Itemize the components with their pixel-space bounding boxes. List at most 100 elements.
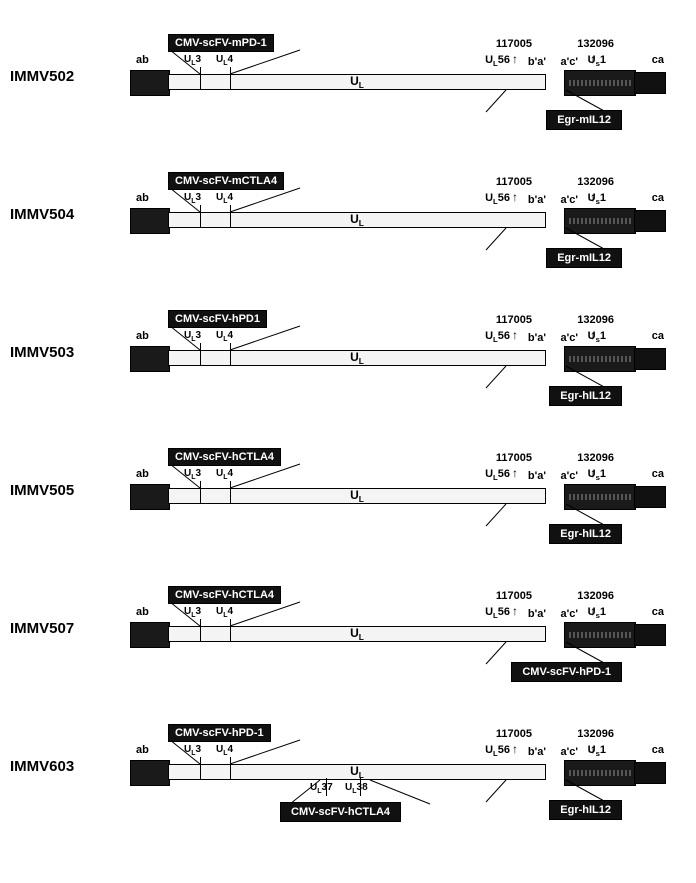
ul-region: UL xyxy=(168,626,546,642)
acprime-label: a'c' xyxy=(561,746,578,758)
genome-track: abULUL3UL4CMV-scFV-mPD-1UL56117005↑b'a'a… xyxy=(130,70,666,94)
ab-region xyxy=(130,484,170,510)
arrow-icon: ↑ xyxy=(512,52,518,66)
ul-label: UL xyxy=(350,764,364,780)
ca-label: ca xyxy=(652,330,664,342)
coord-132096: 132096 xyxy=(577,176,614,188)
ca-region xyxy=(634,624,666,646)
top-insertion-wedge xyxy=(170,326,300,350)
ul-label: UL xyxy=(350,212,364,228)
arrow-icon: ↑ xyxy=(512,328,518,342)
ul-label: UL xyxy=(350,488,364,504)
coord-117005: 117005 xyxy=(496,452,532,464)
ul56-label: UL56 xyxy=(485,192,510,206)
bprime-label: b'a' xyxy=(528,332,546,344)
arrow-icon: ↑ xyxy=(512,466,518,480)
genome-track: abULUL3UL4CMV-scFV-mCTLA4UL56117005↑b'a'… xyxy=(130,208,666,232)
ab-region xyxy=(130,208,170,234)
coord-132096: 132096 xyxy=(577,314,614,326)
repeat-gap xyxy=(546,626,566,642)
ca-region xyxy=(634,210,666,232)
bottom-cassette: Egr-mIL12 xyxy=(546,110,622,130)
ul56-label: UL56 xyxy=(485,330,510,344)
ca-region xyxy=(634,762,666,784)
arrow-icon: ↑ xyxy=(512,604,518,618)
second-insertion-wedge xyxy=(290,780,430,804)
top-insertion-wedge xyxy=(170,188,300,212)
top-cassette: CMV-scFV-hCTLA4 xyxy=(168,448,281,466)
ab-region xyxy=(130,70,170,96)
ca-label: ca xyxy=(652,192,664,204)
top-cassette: CMV-scFV-mCTLA4 xyxy=(168,172,284,190)
bottom-insertion-wedge xyxy=(486,642,606,664)
bottom-insertion-wedge xyxy=(486,780,606,802)
construct-name: IMMV504 xyxy=(10,206,74,223)
bottom-cassette: Egr-hIL12 xyxy=(549,524,622,544)
bprime-label: b'a' xyxy=(528,608,546,620)
coord-117005: 117005 xyxy=(496,728,532,740)
construct-name: IMMV505 xyxy=(10,482,74,499)
construct-immv502: IMMV502 abULUL3UL4CMV-scFV-mPD-1UL5611700… xyxy=(10,20,686,140)
top-insertion-wedge xyxy=(170,602,300,626)
repeat-gap xyxy=(546,488,566,504)
ab-label: ab xyxy=(136,744,149,756)
construct-name: IMMV503 xyxy=(10,344,74,361)
top-insertion-wedge xyxy=(170,740,300,764)
bottom-cassette: CMV-scFV-hPD-1 xyxy=(511,662,622,682)
ca-label: ca xyxy=(652,744,664,756)
ab-region xyxy=(130,622,170,648)
top-insertion-wedge xyxy=(170,50,300,74)
genome-track: abULUL3UL4CMV-scFV-hCTLA4UL56117005↑b'a'… xyxy=(130,622,666,646)
construct-name: IMMV502 xyxy=(10,68,74,85)
arrow-icon: ↑ xyxy=(590,742,596,756)
ul-region: UL xyxy=(168,488,546,504)
ul-region: UL xyxy=(168,212,546,228)
bottom-cassette: Egr-hIL12 xyxy=(549,800,622,820)
coord-132096: 132096 xyxy=(577,728,614,740)
repeat-gap xyxy=(546,350,566,366)
top-cassette: CMV-scFV-hCTLA4 xyxy=(168,586,281,604)
arrow-icon: ↑ xyxy=(590,466,596,480)
second-bottom-cassette: CMV-scFV-hCTLA4 xyxy=(280,802,401,822)
bottom-insertion-wedge xyxy=(486,90,606,112)
acprime-label: a'c' xyxy=(561,332,578,344)
ab-region xyxy=(130,346,170,372)
repeat-gap xyxy=(546,212,566,228)
ca-label: ca xyxy=(652,468,664,480)
ca-region xyxy=(634,72,666,94)
ul56-label: UL56 xyxy=(485,54,510,68)
bprime-label: b'a' xyxy=(528,194,546,206)
ul-region: UL xyxy=(168,764,546,780)
genome-track: abULUL3UL4CMV-scFV-hPD1UL56117005↑b'a'a'… xyxy=(130,346,666,370)
construct-immv507: IMMV507abULUL3UL4CMV-scFV-hCTLA4UL561170… xyxy=(10,572,686,692)
bottom-insertion-wedge xyxy=(486,228,606,250)
ul-region: UL xyxy=(168,350,546,366)
top-cassette: CMV-scFV-mPD-1 xyxy=(168,34,274,52)
ul-label: UL xyxy=(350,350,364,366)
bprime-label: b'a' xyxy=(528,56,546,68)
ul56-label: UL56 xyxy=(485,744,510,758)
repeat-gap xyxy=(546,74,566,90)
coord-117005: 117005 xyxy=(496,314,532,326)
ab-label: ab xyxy=(136,330,149,342)
ca-label: ca xyxy=(652,606,664,618)
bprime-label: b'a' xyxy=(528,746,546,758)
bottom-cassette: Egr-hIL12 xyxy=(549,386,622,406)
ul56-label: UL56 xyxy=(485,606,510,620)
repeat-gap xyxy=(546,764,566,780)
construct-name: IMMV603 xyxy=(10,758,74,775)
ca-region xyxy=(634,486,666,508)
bprime-label: b'a' xyxy=(528,470,546,482)
acprime-label: a'c' xyxy=(561,194,578,206)
ab-label: ab xyxy=(136,468,149,480)
arrow-icon: ↑ xyxy=(512,190,518,204)
coord-132096: 132096 xyxy=(577,590,614,602)
genome-track: abULUL3UL4CMV-scFV-hCTLA4UL56117005↑b'a'… xyxy=(130,484,666,508)
bottom-insertion-wedge xyxy=(486,504,606,526)
acprime-label: a'c' xyxy=(561,56,578,68)
arrow-icon: ↑ xyxy=(590,52,596,66)
arrow-icon: ↑ xyxy=(590,604,596,618)
coord-117005: 117005 xyxy=(496,38,532,50)
coord-132096: 132096 xyxy=(577,38,614,50)
coord-117005: 117005 xyxy=(496,176,532,188)
